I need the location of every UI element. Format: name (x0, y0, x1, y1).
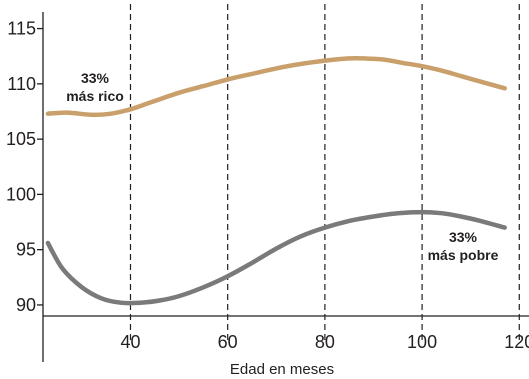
axes (37, 12, 529, 362)
y-tick-label-100: 100 (6, 184, 36, 204)
series-label-richest-line-2: más rico (66, 88, 124, 104)
series-label-poorest-line-1: 33% (449, 229, 478, 245)
x-tick-label-120: 120 (504, 332, 529, 352)
gridlines (129, 4, 520, 342)
y-tick-label-95: 95 (16, 240, 36, 260)
series-line-poorest (45, 209, 507, 306)
labels: Edad en meses 90 95 100 105 110 115 40 60 80 100 1… (6, 19, 529, 378)
x-tick-label-60: 60 (218, 332, 238, 352)
series-label-poorest-line-2: más pobre (428, 247, 499, 263)
x-tick-label-40: 40 (120, 332, 140, 352)
x-tick-label-100: 100 (407, 332, 437, 352)
y-tick-label-90: 90 (16, 295, 36, 315)
x-tick-label-80: 80 (315, 332, 335, 352)
series-lines (45, 55, 507, 306)
series-label-richest-line-1: 33% (81, 70, 110, 86)
y-tick-label-115: 115 (7, 19, 36, 39)
x-axis-title: Edad en meses (230, 361, 334, 378)
y-tick-label-110: 110 (7, 74, 36, 94)
y-tick-label-105: 105 (6, 129, 36, 149)
series-line-richest (45, 55, 507, 118)
